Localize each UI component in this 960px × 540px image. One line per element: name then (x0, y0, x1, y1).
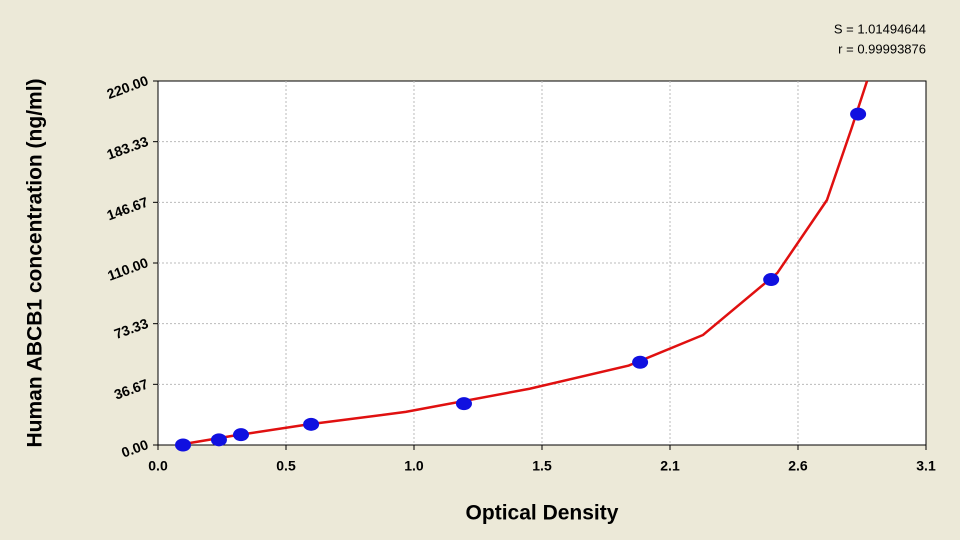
data-point (632, 355, 649, 369)
x-tick-label: 3.1 (916, 458, 936, 474)
data-point (763, 273, 780, 287)
y-tick-label: 0.00 (119, 436, 150, 460)
annotation: S = 1.01494644 (834, 21, 926, 36)
y-axis-title: Human ABCB1 concentration (ng/ml) (24, 78, 47, 447)
x-tick-label: 1.0 (404, 458, 424, 474)
annotation: r = 0.99993876 (838, 41, 926, 56)
fit-curve (177, 80, 869, 447)
x-tick-label: 2.6 (788, 458, 808, 474)
x-tick-label: 1.5 (532, 458, 552, 474)
data-point (303, 417, 320, 431)
x-tick-label: 0.0 (148, 458, 168, 474)
x-tick-label: 2.1 (660, 458, 680, 474)
data-point (850, 107, 867, 121)
y-tick-label: 146.67 (105, 194, 151, 224)
y-tick-label: 183.33 (105, 133, 151, 163)
x-tick-label: 0.5 (276, 458, 296, 474)
x-axis-title: Optical Density (466, 502, 619, 525)
data-point (455, 397, 472, 411)
y-tick-label: 36.67 (112, 376, 151, 403)
y-tick-label: 110.00 (105, 254, 150, 283)
y-tick-label: 73.33 (112, 315, 151, 342)
data-point (232, 428, 249, 442)
data-point (210, 433, 227, 447)
y-tick-label: 220.00 (105, 72, 151, 102)
data-point (175, 438, 192, 452)
